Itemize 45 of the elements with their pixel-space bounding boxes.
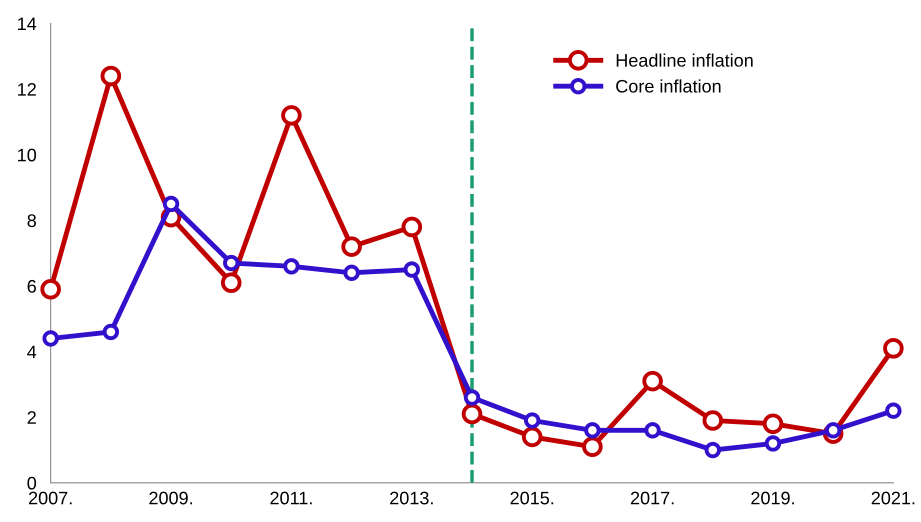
- legend-label: Headline inflation: [616, 54, 753, 67]
- y-tick-label: 14: [18, 18, 36, 30]
- point: [584, 422, 601, 439]
- point: [464, 389, 480, 406]
- x-tick-label: 2013.: [390, 492, 433, 504]
- y-tick-label: 10: [18, 148, 36, 162]
- x-tick-label: 2009.: [149, 492, 192, 504]
- point: [582, 436, 603, 458]
- x-tick-label: 2021.: [872, 492, 914, 504]
- x-tick-label: 2015.: [510, 492, 554, 504]
- y-tick-label: 6: [28, 280, 36, 293]
- point: [100, 66, 122, 86]
- point: [404, 261, 420, 278]
- point: [223, 254, 240, 272]
- point: [883, 338, 904, 359]
- point: [343, 264, 360, 282]
- point: [762, 414, 784, 434]
- x-tick-label: 2017.: [630, 492, 674, 504]
- point: [885, 402, 902, 419]
- point: [702, 410, 724, 431]
- point: [42, 330, 59, 347]
- point: [644, 422, 661, 439]
- point: [40, 278, 61, 300]
- point: [522, 426, 542, 448]
- x-tick-label: 2011.: [270, 492, 312, 504]
- point: [704, 442, 721, 458]
- point: [341, 236, 362, 257]
- y-tick-label: 2: [28, 411, 36, 424]
- point: [642, 370, 663, 392]
- legend-label: Core inflation: [616, 79, 720, 93]
- point: [764, 435, 782, 452]
- y-tick-label: 0: [27, 476, 36, 490]
- point: [220, 272, 242, 293]
- point: [162, 196, 180, 212]
- point: [524, 412, 540, 429]
- x-tick-label: 2019.: [751, 492, 794, 504]
- y-tick-label: 4: [27, 346, 36, 358]
- y-tick-label: 8: [28, 214, 36, 228]
- point: [102, 324, 120, 340]
- point: [281, 105, 302, 126]
- point: [283, 258, 300, 274]
- x-tick-label: 2007.: [28, 492, 72, 504]
- point: [462, 404, 482, 424]
- point: [402, 216, 422, 238]
- y-tick-label: 12: [18, 83, 36, 96]
